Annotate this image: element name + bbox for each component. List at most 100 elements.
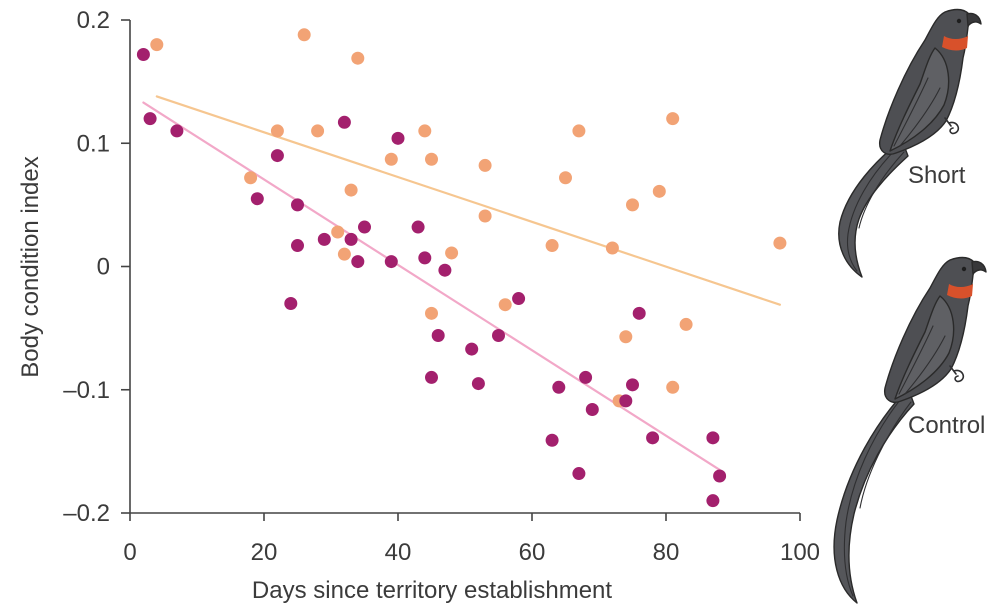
red-collar (942, 36, 968, 51)
data-point-control (143, 112, 157, 126)
data-point-control (438, 263, 452, 277)
x-tick-label: 40 (385, 539, 412, 566)
data-point-short (652, 184, 666, 198)
data-point-short (559, 171, 572, 185)
data-point-control (384, 255, 398, 269)
y-axis-label: Body condition index (17, 156, 44, 377)
data-point-control (391, 131, 405, 145)
trend-line-short (155, 95, 782, 306)
tail-feather-line (846, 149, 896, 272)
trend-lines (142, 95, 782, 471)
wing-feather-line (898, 325, 934, 395)
data-point-short (344, 183, 358, 197)
data-point-short (478, 158, 492, 172)
data-point-short (666, 112, 680, 126)
trend-line-control (142, 101, 721, 471)
bird-eye (961, 266, 967, 272)
data-point-control (632, 306, 646, 320)
data-point-short (572, 124, 586, 138)
data-point-control (646, 431, 660, 445)
wing-feather-line (899, 87, 941, 147)
y-tick-label: –0.1 (63, 377, 110, 404)
data-point-control (170, 124, 184, 138)
data-point-control (425, 370, 438, 384)
data-point-control (706, 431, 720, 445)
data-point-control (706, 494, 720, 508)
data-point-short (150, 38, 164, 52)
data-point-control (136, 48, 150, 62)
data-point-control (291, 239, 304, 253)
red-collar (947, 284, 973, 299)
data-point-short (619, 330, 633, 344)
bird-feet (949, 365, 965, 383)
data-point-short (545, 239, 559, 253)
data-point-short (297, 28, 311, 42)
wing-feather-line (904, 335, 946, 395)
data-point-control (431, 329, 445, 343)
x-tick-label: 20 (251, 539, 278, 566)
y-tick-label: 0.1 (77, 130, 110, 157)
data-point-control (713, 469, 727, 483)
tail-feather-line (858, 151, 905, 229)
data-points (136, 28, 787, 508)
data-point-short (605, 241, 619, 255)
bird-beak (971, 260, 987, 275)
data-point-short (384, 152, 398, 166)
data-point-control (585, 402, 599, 416)
bird-beak (966, 12, 982, 27)
data-point-control (512, 292, 526, 306)
data-point-short (445, 246, 459, 260)
data-point-control (270, 149, 284, 163)
data-point-control (411, 220, 425, 234)
x-tick-label: 100 (780, 539, 820, 566)
data-point-short (626, 198, 639, 212)
data-point-control (471, 377, 485, 391)
tail-feather-line (843, 399, 901, 597)
data-point-short (337, 247, 351, 261)
data-point-short (270, 124, 284, 138)
data-point-short (498, 298, 512, 312)
data-point-control (572, 467, 586, 481)
x-tick-label: 0 (123, 539, 136, 566)
data-point-control (418, 251, 432, 265)
data-point-short (773, 236, 787, 250)
data-point-control (579, 370, 593, 384)
data-point-short (478, 209, 492, 223)
axes (129, 20, 800, 514)
bird-feet (944, 117, 960, 135)
data-point-control (358, 220, 371, 234)
data-point-control (337, 115, 351, 129)
y-tick-label: 0.2 (77, 7, 110, 34)
data-point-short (425, 152, 438, 166)
data-point-control (351, 255, 365, 269)
y-tick-label: –0.2 (63, 500, 110, 527)
data-point-control (626, 378, 639, 392)
y-tick-label: 0 (97, 254, 110, 281)
data-point-control (317, 232, 331, 246)
x-axis-label: Days since territory establishment (252, 577, 612, 604)
bird-eye (956, 18, 962, 24)
legend-label-control: Control (908, 412, 985, 439)
data-point-short (666, 380, 680, 394)
data-point-control (284, 296, 298, 310)
tail-feather-line (859, 401, 912, 509)
x-tick-label: 60 (519, 539, 546, 566)
data-point-short (244, 171, 258, 185)
long-tail-bird-icon (833, 256, 987, 604)
data-point-short (351, 51, 365, 65)
data-point-control (344, 232, 358, 246)
data-point-control (492, 329, 505, 343)
data-point-short (679, 317, 693, 331)
data-point-control (465, 342, 479, 356)
x-tick-label: 80 (653, 539, 680, 566)
legend-label-short: Short (908, 162, 966, 189)
data-point-short (311, 124, 325, 138)
data-point-short (331, 225, 345, 239)
data-point-control (552, 380, 566, 394)
wing-feather-line (893, 77, 929, 147)
tick-marks: 0 20 40 60 80 100 0.2 0.1 0 –0.1 –0.2 (63, 7, 820, 566)
short-tail-bird-icon (838, 8, 982, 278)
bird-body-group (884, 256, 987, 403)
data-point-control (250, 192, 264, 206)
